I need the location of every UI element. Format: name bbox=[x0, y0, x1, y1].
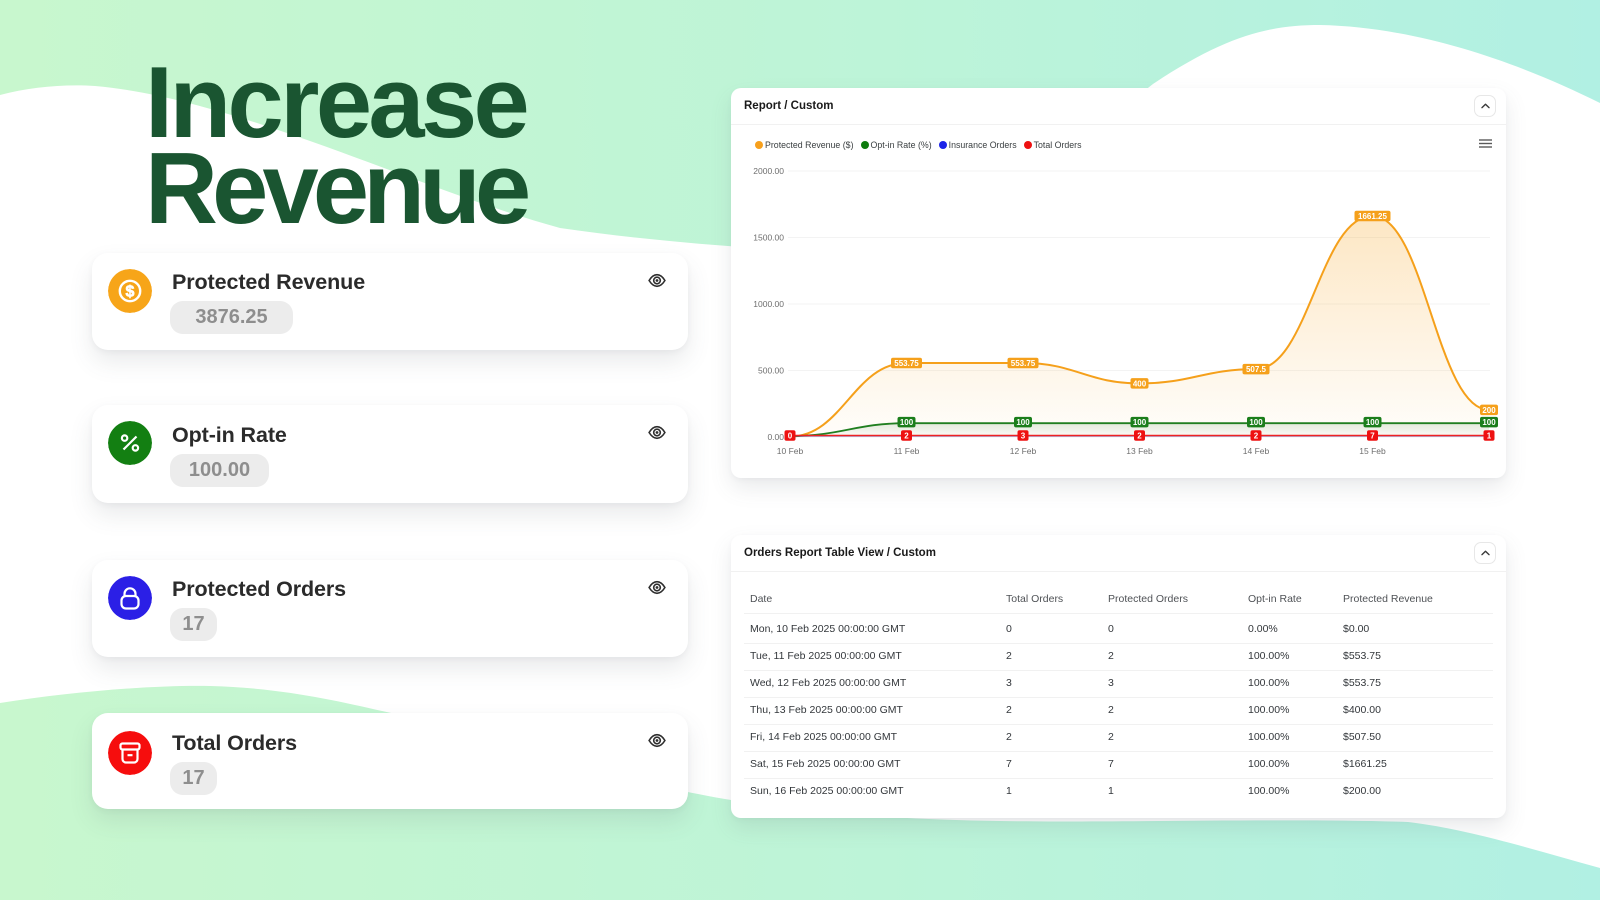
svg-text:13 Feb: 13 Feb bbox=[1126, 446, 1153, 456]
svg-text:200: 200 bbox=[1482, 406, 1496, 415]
svg-text:553.75: 553.75 bbox=[1011, 359, 1036, 368]
svg-text:2: 2 bbox=[1137, 431, 1142, 440]
svg-text:100: 100 bbox=[1249, 418, 1263, 427]
svg-text:1000.00: 1000.00 bbox=[753, 299, 784, 309]
svg-text:507.5: 507.5 bbox=[1246, 365, 1267, 374]
svg-text:2: 2 bbox=[1254, 431, 1259, 440]
svg-text:2: 2 bbox=[904, 431, 909, 440]
svg-text:100: 100 bbox=[1133, 418, 1147, 427]
svg-text:1: 1 bbox=[1487, 431, 1492, 440]
svg-text:100: 100 bbox=[1016, 418, 1030, 427]
svg-text:500.00: 500.00 bbox=[758, 366, 784, 376]
svg-text:400: 400 bbox=[1133, 379, 1147, 388]
svg-text:100: 100 bbox=[1366, 418, 1380, 427]
svg-text:100: 100 bbox=[900, 418, 914, 427]
svg-text:7: 7 bbox=[1370, 431, 1375, 440]
svg-text:10 Feb: 10 Feb bbox=[777, 446, 804, 456]
svg-text:100: 100 bbox=[1482, 418, 1496, 427]
svg-text:0: 0 bbox=[788, 431, 793, 440]
svg-text:12 Feb: 12 Feb bbox=[1010, 446, 1037, 456]
svg-text:15 Feb: 15 Feb bbox=[1359, 446, 1386, 456]
svg-text:1661.25: 1661.25 bbox=[1358, 212, 1387, 221]
svg-text:3: 3 bbox=[1021, 431, 1026, 440]
svg-text:553.75: 553.75 bbox=[894, 359, 919, 368]
svg-text:$: $ bbox=[126, 284, 135, 301]
svg-text:14 Feb: 14 Feb bbox=[1243, 446, 1270, 456]
svg-text:1500.00: 1500.00 bbox=[753, 233, 784, 243]
svg-text:11 Feb: 11 Feb bbox=[894, 446, 920, 456]
svg-text:0.00: 0.00 bbox=[767, 432, 784, 442]
svg-text:2000.00: 2000.00 bbox=[753, 166, 784, 176]
